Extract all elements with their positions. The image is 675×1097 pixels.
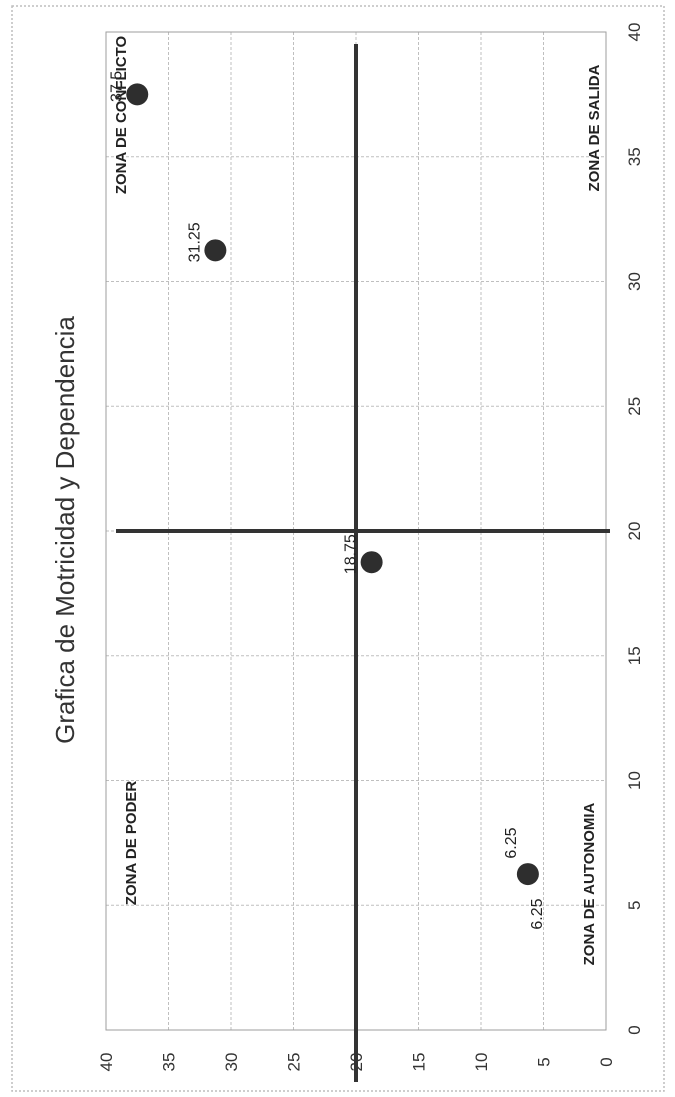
x-tick-label: 15 bbox=[625, 646, 644, 665]
x-tick-label: 30 bbox=[625, 272, 644, 291]
data-label-y: 6.25 bbox=[503, 827, 520, 858]
y-tick-label: 35 bbox=[160, 1053, 179, 1072]
x-tick-label: 10 bbox=[625, 771, 644, 790]
x-tick-label: 20 bbox=[625, 522, 644, 541]
quadrant-lines bbox=[116, 44, 610, 1082]
data-point bbox=[516, 863, 539, 886]
data-point bbox=[360, 551, 383, 574]
y-tick-label: 0 bbox=[597, 1057, 616, 1066]
y-tick-label: 40 bbox=[97, 1053, 116, 1072]
zone-label-conflicto: ZONA DE CONFLICTO bbox=[113, 36, 130, 195]
chart-frame bbox=[11, 5, 665, 1092]
y-tick-label: 25 bbox=[285, 1053, 304, 1072]
chart-title: Grafica de Motricidad y Dependencia bbox=[50, 316, 80, 744]
y-tick-label: 20 bbox=[347, 1053, 366, 1072]
y-tick-label: 30 bbox=[222, 1053, 241, 1072]
data-points: 6.25 6.25 18.75 31.25 37.5 bbox=[108, 71, 546, 930]
y-tick-label: 10 bbox=[472, 1053, 491, 1072]
data-point bbox=[204, 239, 227, 262]
data-point bbox=[126, 83, 149, 106]
zone-label-poder: ZONA DE PODER bbox=[123, 781, 140, 906]
data-label: 37.5 bbox=[108, 71, 125, 102]
x-tick-label: 25 bbox=[625, 397, 644, 416]
zone-label-autonomia: ZONA DE AUTONOMIA bbox=[581, 802, 598, 965]
zone-labels: ZONA DE PODER ZONA DE AUTONOMIA ZONA DE … bbox=[113, 36, 603, 966]
y-tick-label: 5 bbox=[535, 1057, 554, 1066]
zone-label-salida: ZONA DE SALIDA bbox=[586, 64, 603, 191]
x-tick-label: 40 bbox=[625, 23, 644, 42]
x-tick-label: 0 bbox=[625, 1025, 644, 1034]
y-tick-label: 15 bbox=[410, 1053, 429, 1072]
x-tick-label: 5 bbox=[625, 901, 644, 910]
data-label: 31.25 bbox=[186, 222, 203, 262]
data-label-x: 6.25 bbox=[529, 898, 546, 929]
tick-labels: 0 5 10 15 20 25 30 35 40 0 5 10 15 20 25 30 35 40 bbox=[97, 23, 644, 1072]
data-label: 18.75 bbox=[343, 534, 360, 574]
x-tick-label: 35 bbox=[625, 147, 644, 166]
